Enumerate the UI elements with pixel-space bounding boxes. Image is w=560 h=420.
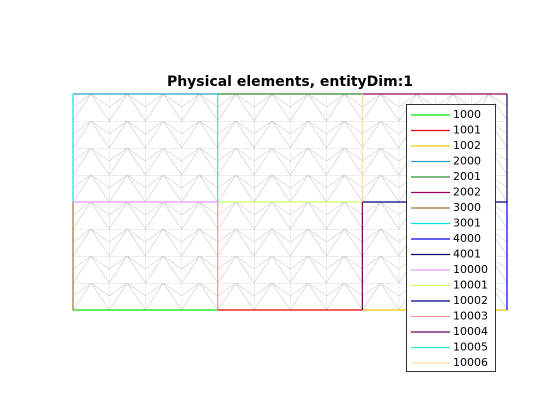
chart-title: Physical elements, entityDim:1	[167, 74, 413, 90]
legend-label: 2002	[453, 186, 481, 199]
legend-label: 4000	[453, 232, 481, 245]
legend-label: 10000	[453, 263, 488, 276]
legend-label: 10004	[453, 325, 488, 338]
legend-label: 1000	[453, 108, 481, 121]
legend: 1000 1001 1002 2000 2001 2002 3000 3001 4000 4001…	[411, 108, 488, 369]
legend-label: 3001	[453, 217, 481, 230]
legend-label: 10001	[453, 279, 488, 292]
legend-box	[406, 104, 496, 372]
legend-label: 4001	[453, 248, 481, 261]
legend-label: 1001	[453, 124, 481, 137]
legend-label: 10005	[453, 341, 488, 354]
legend-label: 2000	[453, 155, 481, 168]
legend-label: 3000	[453, 201, 481, 214]
legend-label: 10006	[453, 356, 488, 369]
legend-label: 10003	[453, 310, 488, 323]
legend-label: 2001	[453, 170, 481, 183]
legend-label: 1002	[453, 139, 481, 152]
legend-label: 10002	[453, 294, 488, 307]
